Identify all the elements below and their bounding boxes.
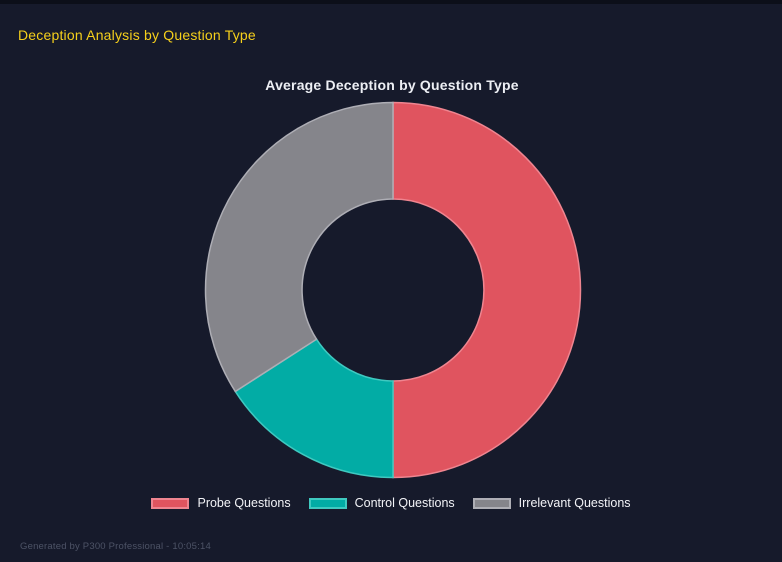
donut-segment-2[interactable] — [204, 101, 394, 393]
window-top-edge — [0, 0, 782, 4]
legend-item-0[interactable]: Probe Questions — [151, 496, 291, 510]
legend-label-1: Control Questions — [354, 496, 455, 510]
footer-note: Generated by P300 Professional - 10:05:1… — [20, 541, 211, 552]
legend-item-2[interactable]: Irrelevant Questions — [472, 496, 631, 510]
legend-swatch-1 — [308, 497, 347, 509]
donut-segment-0[interactable] — [392, 101, 582, 479]
legend-swatch-0 — [151, 497, 190, 509]
chart-title: Average Deception by Question Type — [265, 77, 519, 93]
legend-swatch-2 — [472, 497, 511, 509]
page-title: Deception Analysis by Question Type — [18, 27, 256, 43]
legend-label-2: Irrelevant Questions — [518, 496, 631, 510]
legend-label-0: Probe Questions — [197, 496, 291, 510]
legend-item-1[interactable]: Control Questions — [308, 496, 455, 510]
donut-segment-1[interactable] — [234, 338, 394, 479]
chart-legend: Probe Questions Control Questions Irreleva… — [0, 496, 782, 510]
